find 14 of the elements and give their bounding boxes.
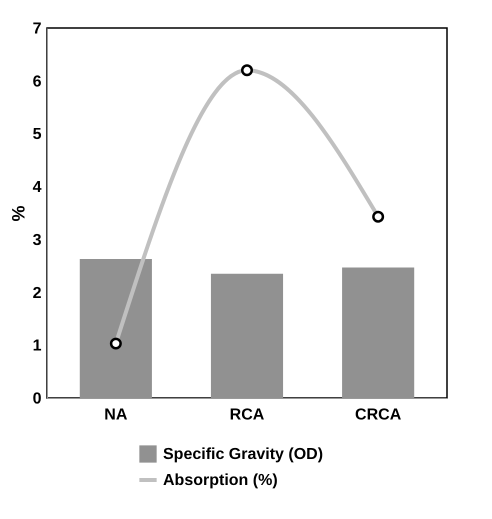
legend-label: Absorption (%)	[163, 472, 278, 489]
y-tick-label: 0	[32, 390, 42, 408]
x-tick-label: CRCA	[355, 406, 402, 424]
y-axis-title: %	[8, 205, 29, 222]
x-tick-label: RCA	[230, 406, 265, 424]
y-tick-label: 4	[32, 179, 42, 196]
y-tick-label: 3	[32, 232, 42, 249]
x-tick-label: NA	[104, 406, 128, 424]
y-tick-label: 2	[32, 284, 42, 302]
y-tick-label: 6	[32, 73, 42, 90]
legend-label: Specific Gravity (OD)	[163, 446, 324, 463]
y-tick-label: 7	[32, 20, 42, 38]
y-tick-label: 5	[32, 126, 42, 144]
y-tick-label: 1	[32, 338, 42, 355]
